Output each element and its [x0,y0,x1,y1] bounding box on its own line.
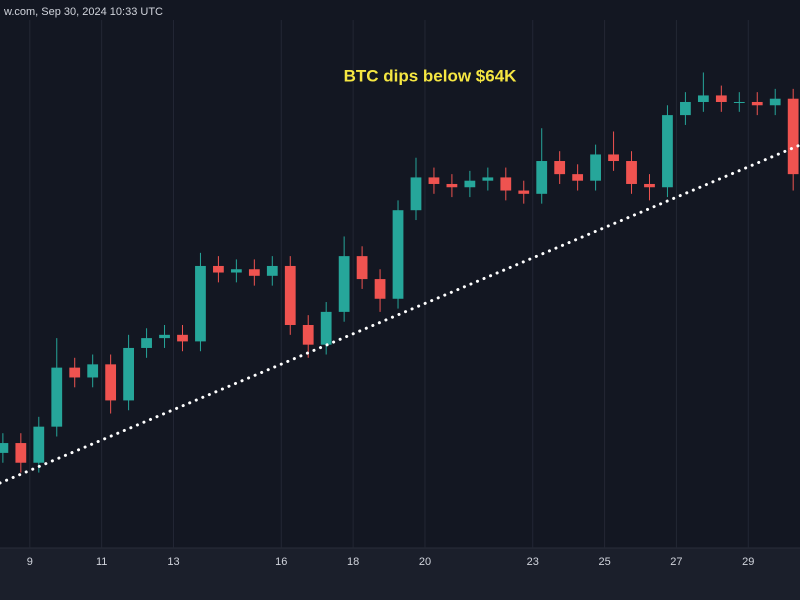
candles [0,72,799,473]
candle-body [428,177,440,184]
annotation: BTC dips below $64K [344,66,518,85]
candle-body [608,154,619,162]
x-tick-label: 29 [742,556,754,568]
candle-body [195,265,206,342]
candle-body [51,367,63,427]
candle-body [787,98,799,175]
candle-body [87,364,99,378]
x-tick-label: 25 [598,556,610,568]
x-tick-label: 13 [167,556,179,568]
candle-body [644,183,655,188]
candle-body [69,367,81,378]
candle-body [248,269,260,276]
candle-body [446,183,458,188]
x-tick-label: 20 [419,556,431,568]
x-tick-label: 16 [275,556,287,568]
candle-body [482,177,494,181]
candle-body [662,115,673,188]
candle-body [590,154,601,181]
candle-body [320,311,332,345]
x-axis-band [0,548,800,600]
candle-body [626,161,637,184]
candle-body [500,177,512,191]
candle-body [680,101,691,116]
candle-body [374,279,386,299]
candle-body [0,443,9,453]
x-tick-label: 11 [96,556,107,568]
x-tick-label: 23 [527,556,539,568]
candle-body [302,324,314,345]
candle-body [769,98,781,106]
candle-body [464,180,476,188]
candle-body [213,265,224,273]
grid [29,20,749,548]
candle-body [392,210,404,299]
x-tick-label: 27 [670,556,682,568]
candle-body [518,190,530,194]
candle-body [105,364,117,401]
candle-body [33,426,45,463]
x-tick-labels: 9 11 13 16 18 20 23 25 27 29 [27,556,755,568]
candle-body [554,161,566,175]
chart-title: w.com, Sep 30, 2024 10:33 UTC [3,6,163,18]
candle-body [177,334,188,342]
candle-body [266,265,278,276]
candle-body [410,177,422,211]
candle-body [141,338,152,348]
candle-body [159,334,170,339]
candle-body [715,95,727,102]
trend-line [0,143,800,485]
candle-body [572,174,584,181]
x-tick-label: 9 [27,556,33,568]
x-tick-label: 18 [347,556,359,568]
candle-body [230,269,242,273]
candle-body [123,347,134,401]
candle-body [751,101,763,106]
candle-body [338,256,350,312]
candle-body [697,95,709,102]
candle-body [15,443,27,463]
candle-body [733,101,745,103]
candle-body [284,265,296,325]
candle-body [356,256,368,280]
candle-body [536,161,548,194]
